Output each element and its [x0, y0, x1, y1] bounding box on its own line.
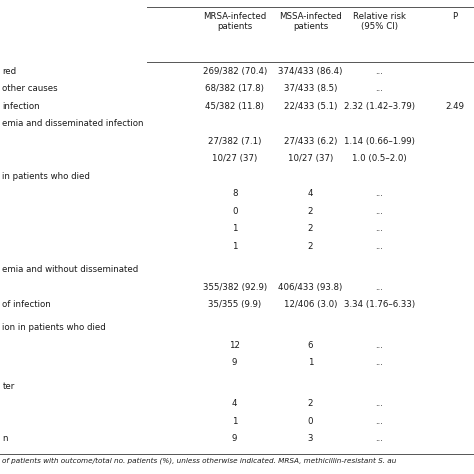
Text: 27/433 (6.2): 27/433 (6.2): [284, 137, 337, 146]
Text: n: n: [2, 434, 8, 443]
Text: 2.49: 2.49: [446, 101, 465, 110]
Text: 22/433 (5.1): 22/433 (5.1): [284, 101, 337, 110]
Text: ...: ...: [375, 283, 383, 292]
Text: P: P: [453, 12, 457, 21]
Text: other causes: other causes: [2, 84, 58, 93]
Text: 45/382 (11.8): 45/382 (11.8): [205, 101, 264, 110]
Text: 2.32 (1.42–3.79): 2.32 (1.42–3.79): [344, 101, 415, 110]
Text: in patients who died: in patients who died: [2, 172, 90, 181]
Text: ...: ...: [375, 84, 383, 93]
Text: ...: ...: [375, 207, 383, 216]
Text: ...: ...: [375, 417, 383, 426]
Text: 0: 0: [232, 207, 237, 216]
Text: 2: 2: [308, 224, 313, 233]
Text: 2: 2: [308, 207, 313, 216]
Text: ...: ...: [375, 434, 383, 443]
Text: 2: 2: [308, 399, 313, 408]
Text: 12/406 (3.0): 12/406 (3.0): [284, 300, 337, 309]
Text: emia and without disseminated: emia and without disseminated: [2, 265, 138, 274]
Text: ter: ter: [2, 382, 15, 391]
Text: 1: 1: [232, 417, 237, 426]
Text: ...: ...: [375, 341, 383, 350]
Text: 9: 9: [232, 358, 237, 367]
Text: ...: ...: [375, 242, 383, 251]
Text: 4: 4: [232, 399, 237, 408]
Text: 10/27 (37): 10/27 (37): [288, 154, 333, 163]
Text: ion in patients who died: ion in patients who died: [2, 323, 106, 332]
Text: 1: 1: [232, 242, 237, 251]
Text: ...: ...: [375, 189, 383, 198]
Text: ...: ...: [375, 358, 383, 367]
Text: MRSA-infected
patients: MRSA-infected patients: [203, 12, 266, 31]
Text: 374/433 (86.4): 374/433 (86.4): [278, 66, 343, 75]
Text: 406/433 (93.8): 406/433 (93.8): [278, 283, 343, 292]
Text: of infection: of infection: [2, 300, 51, 309]
Text: MSSA-infected
patients: MSSA-infected patients: [279, 12, 342, 31]
Text: 8: 8: [232, 189, 237, 198]
Text: infection: infection: [2, 101, 40, 110]
Text: 12: 12: [229, 341, 240, 350]
Text: 35/355 (9.9): 35/355 (9.9): [208, 300, 261, 309]
Text: 0: 0: [308, 417, 313, 426]
Text: 27/382 (7.1): 27/382 (7.1): [208, 137, 261, 146]
Text: 68/382 (17.8): 68/382 (17.8): [205, 84, 264, 93]
Text: 1: 1: [232, 224, 237, 233]
Text: 6: 6: [308, 341, 313, 350]
Text: 3.34 (1.76–6.33): 3.34 (1.76–6.33): [344, 300, 415, 309]
Text: 37/433 (8.5): 37/433 (8.5): [284, 84, 337, 93]
Text: Relative risk
(95% CI): Relative risk (95% CI): [353, 12, 406, 31]
Text: 1: 1: [308, 358, 313, 367]
Text: 1.14 (0.66–1.99): 1.14 (0.66–1.99): [344, 137, 415, 146]
Text: 9: 9: [232, 434, 237, 443]
Text: 3: 3: [308, 434, 313, 443]
Text: of patients with outcome/total no. patients (%), unless otherwise indicated. MRS: of patients with outcome/total no. patie…: [2, 458, 397, 465]
Text: ...: ...: [375, 224, 383, 233]
Text: 10/27 (37): 10/27 (37): [212, 154, 257, 163]
Text: 4: 4: [308, 189, 313, 198]
Text: 2: 2: [308, 242, 313, 251]
Text: ...: ...: [375, 399, 383, 408]
Text: red: red: [2, 66, 17, 75]
Text: 269/382 (70.4): 269/382 (70.4): [202, 66, 267, 75]
Text: emia and disseminated infection: emia and disseminated infection: [2, 119, 144, 128]
Text: ...: ...: [375, 66, 383, 75]
Text: 1.0 (0.5–2.0): 1.0 (0.5–2.0): [352, 154, 407, 163]
Text: 355/382 (92.9): 355/382 (92.9): [202, 283, 267, 292]
